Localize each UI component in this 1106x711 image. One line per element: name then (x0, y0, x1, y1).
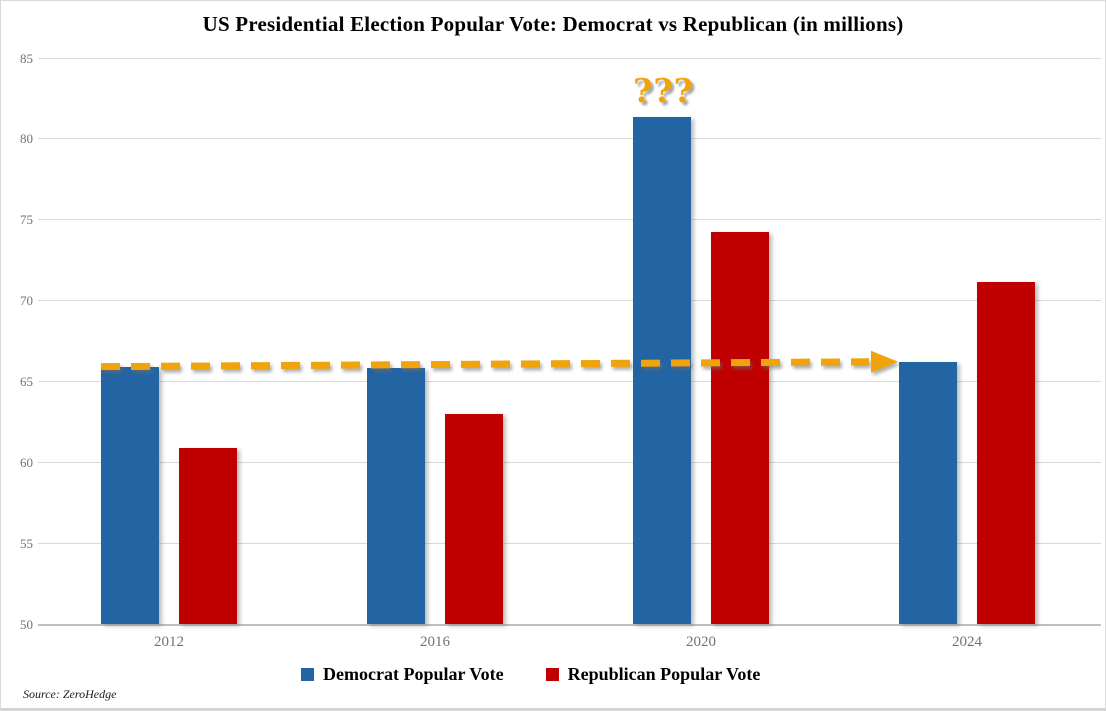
y-tick-label-55: 55 (20, 536, 33, 552)
gridline-85 (38, 57, 1101, 59)
bar-2012-democrat (101, 366, 159, 624)
bar-2012-republican (179, 447, 237, 624)
legend: Democrat Popular Vote Republican Popular… (301, 664, 760, 685)
x-tick-label-2020: 2020 (686, 634, 716, 650)
y-tick-label-65: 65 (20, 374, 33, 390)
gridline-55 (38, 543, 1101, 545)
gridline-70 (38, 300, 1101, 302)
y-tick-label-80: 80 (20, 131, 33, 147)
y-tick-label-60: 60 (20, 455, 33, 471)
bar-2016-democrat (367, 368, 425, 624)
bar-2024-republican (977, 282, 1035, 624)
chart-title: US Presidential Election Popular Vote: D… (202, 12, 904, 36)
y-tick-label-75: 75 (20, 212, 33, 228)
gridline-80 (38, 138, 1101, 140)
x-tick-label-2016: 2016 (420, 634, 450, 650)
bar-2024-democrat (899, 361, 957, 624)
legend-swatch-republican (545, 668, 559, 681)
y-tick-label-85: 85 (20, 50, 33, 66)
x-axis-line (38, 623, 1101, 626)
gridline-60 (38, 462, 1101, 464)
y-tick-label-50: 50 (20, 617, 33, 632)
bottom-border-line (1, 708, 1105, 710)
x-tick-label-2024: 2024 (952, 634, 982, 650)
source-note: Source: ZeroHedge (23, 687, 117, 701)
bar-2020-democrat (633, 117, 691, 624)
legend-label-republican: Republican Popular Vote (567, 664, 761, 684)
x-tick-label-2012: 2012 (154, 634, 184, 650)
legend-swatch-democrat (301, 668, 314, 681)
y-tick-label-70: 70 (20, 293, 33, 309)
bar-2020-republican (711, 232, 769, 624)
legend-label-democrat: Democrat Popular Vote (323, 664, 504, 684)
question-marks-annotation: ??? (633, 71, 695, 110)
gridline-65 (38, 381, 1101, 383)
gridline-75 (38, 219, 1101, 221)
bar-2016-republican (445, 413, 503, 624)
